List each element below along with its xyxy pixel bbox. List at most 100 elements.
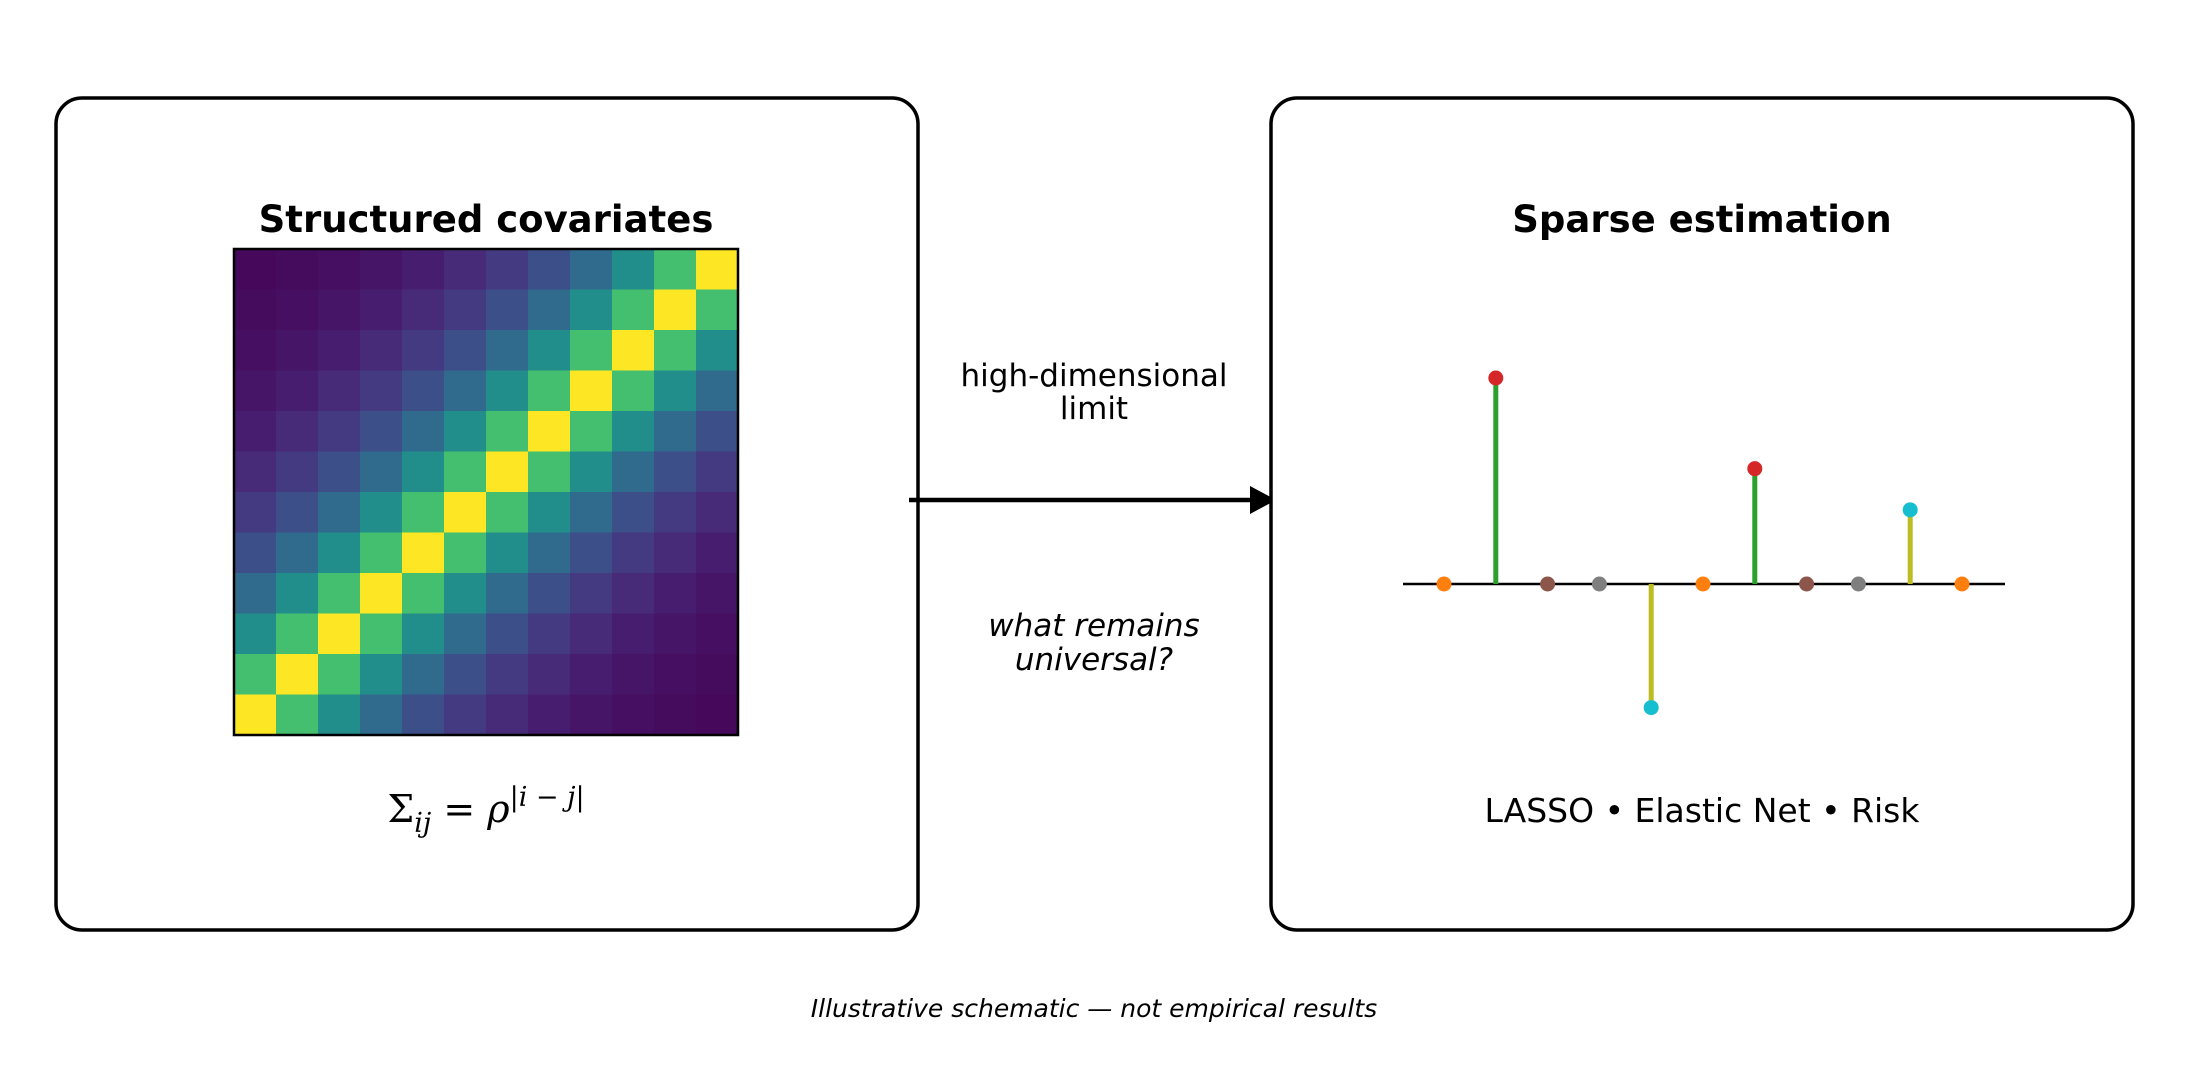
heatmap-cell [528, 654, 571, 696]
heatmap-cell [696, 289, 739, 331]
heatmap-cell [570, 451, 613, 493]
heatmap-cell [654, 451, 697, 493]
heatmap-cell [570, 573, 613, 615]
heatmap-cell [654, 289, 697, 331]
heatmap-cell [612, 289, 655, 331]
heatmap-cell [528, 330, 571, 372]
heatmap-cell [696, 694, 739, 736]
heatmap-cell [696, 492, 739, 534]
heatmap-cell [276, 330, 319, 372]
heatmap-cell [318, 532, 361, 574]
heatmap-cell [402, 492, 445, 534]
heatmap-cell [360, 330, 403, 372]
stem-marker [1954, 576, 1970, 592]
heatmap-cell [276, 532, 319, 574]
heatmap-cell [528, 370, 571, 412]
heatmap-cell [318, 451, 361, 493]
heatmap-cell [486, 451, 529, 493]
heatmap-cell [402, 249, 445, 291]
heatmap-cell [360, 532, 403, 574]
heatmap-cell [444, 694, 487, 736]
heatmap-cell [612, 411, 655, 453]
heatmap-cell [318, 370, 361, 412]
heatmap-cell [696, 330, 739, 372]
heatmap-cell [318, 492, 361, 534]
heatmap-cell [318, 411, 361, 453]
stem-marker [1540, 576, 1556, 592]
heatmap-cell [570, 249, 613, 291]
heatmap-cell [654, 411, 697, 453]
heatmap-cell [402, 613, 445, 655]
heatmap-cell [360, 411, 403, 453]
heatmap-cell [528, 694, 571, 736]
heatmap-cell [360, 654, 403, 696]
heatmap-cell [234, 411, 277, 453]
heatmap-cell [696, 249, 739, 291]
heatmap-cell [444, 249, 487, 291]
heatmap-cell [612, 330, 655, 372]
heatmap-cell [402, 573, 445, 615]
heatmap-cell [234, 492, 277, 534]
heatmap-cell [528, 613, 571, 655]
stem-marker [1902, 502, 1918, 518]
heatmap-cell [696, 370, 739, 412]
heatmap-cell [234, 532, 277, 574]
heatmap-cell [276, 492, 319, 534]
heatmap-cell [318, 694, 361, 736]
formula-rho: = ρ [431, 787, 510, 831]
heatmap-cell [360, 613, 403, 655]
heatmap-cell [234, 289, 277, 331]
heatmap-cell [612, 532, 655, 574]
heatmap-cell [570, 654, 613, 696]
heatmap-cell [654, 492, 697, 534]
heatmap-cell [234, 330, 277, 372]
heatmap-cell [570, 694, 613, 736]
heatmap-cell [570, 532, 613, 574]
heatmap-cell [234, 451, 277, 493]
stem-marker [1488, 370, 1504, 386]
formula-subscript: ij [414, 808, 431, 839]
heatmap-cell [234, 573, 277, 615]
heatmap-cell [654, 654, 697, 696]
heatmap-cell [612, 573, 655, 615]
heatmap-cell [528, 573, 571, 615]
heatmap-cell [402, 411, 445, 453]
heatmap-cell [696, 654, 739, 696]
heatmap-cell [444, 654, 487, 696]
heatmap-cell [318, 289, 361, 331]
heatmap-cell [318, 330, 361, 372]
heatmap-cell [528, 451, 571, 493]
heatmap-cell [360, 694, 403, 736]
covariance-heatmap [234, 249, 739, 736]
heatmap-cell [486, 289, 529, 331]
arrow-label-bottom-line1: what remains [988, 608, 1199, 644]
heatmap-cell [654, 694, 697, 736]
heatmap-cell [318, 573, 361, 615]
heatmap-cell [234, 654, 277, 696]
heatmap-cell [402, 654, 445, 696]
heatmap-cell [654, 573, 697, 615]
heatmap-cell [486, 573, 529, 615]
stem-marker [1643, 700, 1659, 716]
arrow-label-top-line2: limit [1060, 391, 1128, 427]
heatmap-cell [402, 532, 445, 574]
heatmap-cell [654, 370, 697, 412]
arrow-label-top-line1: high-dimensional [961, 358, 1228, 394]
stem-marker [1850, 576, 1866, 592]
heatmap-cell [360, 289, 403, 331]
heatmap-cell [612, 370, 655, 412]
heatmap-cell [486, 370, 529, 412]
heatmap-cell [570, 613, 613, 655]
heatmap-cell [276, 613, 319, 655]
heatmap-cell [486, 532, 529, 574]
heatmap-cell [486, 654, 529, 696]
heatmap-cell [360, 249, 403, 291]
heatmap-cell [696, 532, 739, 574]
heatmap-cell [612, 694, 655, 736]
heatmap-cell [360, 492, 403, 534]
methods-list: LASSO • Elastic Net • Risk [1485, 791, 1921, 830]
heatmap-cell [696, 411, 739, 453]
stem-marker [1799, 576, 1815, 592]
